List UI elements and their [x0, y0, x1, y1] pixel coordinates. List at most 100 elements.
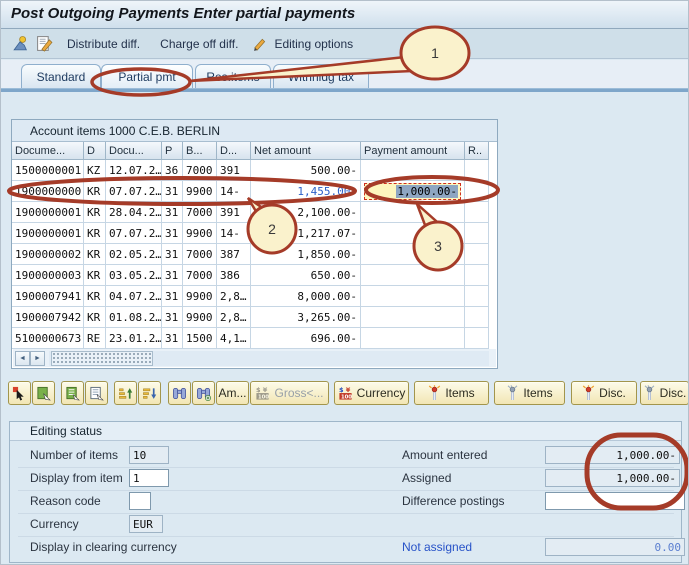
difference-postings-field[interactable]: [545, 492, 685, 510]
cell-value: 31: [165, 184, 179, 198]
table-cell: 1,000.00-: [361, 181, 465, 202]
field-label: Difference postings: [402, 494, 505, 508]
pencil-icon[interactable]: [248, 33, 270, 55]
cell-value: 696.00-: [310, 331, 357, 345]
column-header-label: Payment amount: [364, 144, 448, 157]
find-button[interactable]: [168, 381, 191, 405]
field-label: Amount entered: [402, 448, 488, 462]
column-header[interactable]: D: [84, 142, 106, 160]
tab-partial-pmt[interactable]: Partial pmt: [101, 64, 193, 88]
reason-code-field[interactable]: [129, 492, 151, 510]
table-cell: 7000: [183, 265, 217, 286]
cell-value: 31: [165, 205, 179, 219]
table-row[interactable]: 1900000001 KR 28.04.2… 31 7000 391 2,100.00-: [12, 202, 497, 223]
cell-value: KR: [87, 289, 101, 303]
tab-res-items[interactable]: Res.items: [195, 64, 271, 88]
find-icon: [172, 386, 187, 401]
currency-display-button[interactable]: $ ¥100 Currency: [334, 381, 409, 405]
table-row[interactable]: 1900000001 KR 07.07.2… 31 9900 14- 1,217.07-: [12, 223, 497, 244]
table-row[interactable]: 5100000673 RE 23.01.2… 31 1500 4,1… 696.00-: [12, 328, 497, 349]
table-cell: 3,265.00-: [251, 307, 361, 328]
select-all-button[interactable]: [61, 381, 84, 405]
match-out-icon: [506, 385, 519, 401]
scrollbar-thumb[interactable]: [51, 350, 153, 366]
cell-value: 387: [220, 247, 240, 261]
table-row[interactable]: 1900007942 KR 01.08.2… 31 9900 2,8… 3,265.00-: [12, 307, 497, 328]
activate-items-button[interactable]: Items: [414, 381, 489, 405]
table-cell: 31: [162, 223, 183, 244]
table-cell: 9900: [183, 307, 217, 328]
table-cell: KR: [84, 202, 106, 223]
account-items-header: Account items 1000 C.E.B. BERLIN: [12, 120, 497, 142]
money-icon: $ ¥100: [338, 386, 353, 401]
find-next-button[interactable]: [192, 381, 215, 405]
cell-value: 23.01.2…: [109, 331, 162, 345]
column-header[interactable]: P: [162, 142, 183, 160]
column-header[interactable]: B...: [183, 142, 217, 160]
svg-text:100: 100: [258, 394, 269, 400]
table-cell: [361, 286, 465, 307]
cell-value: 1900000000: [15, 184, 82, 198]
table-cell: 31: [162, 307, 183, 328]
column-header[interactable]: Docu...: [106, 142, 162, 160]
deselect-all-button[interactable]: [85, 381, 108, 405]
field-label: Display in clearing currency: [30, 540, 177, 554]
editing-options-button[interactable]: Editing options: [274, 36, 354, 51]
cell-value: 3,265.00-: [297, 310, 357, 324]
table-cell: 31: [162, 328, 183, 349]
tab-label: Res.items: [206, 69, 260, 84]
button-label: Gross<...: [274, 386, 324, 400]
svg-text:$: $: [339, 386, 344, 394]
cell-value: 7000: [186, 268, 213, 282]
table-cell: [361, 244, 465, 265]
table-cell: 2,100.00-: [251, 202, 361, 223]
payment-amount-input[interactable]: 1,000.00-: [364, 182, 461, 200]
distribute-diff-button[interactable]: Distribute diff.: [67, 36, 141, 51]
table-cell: 2,8…: [217, 286, 251, 307]
table-cell: 1500000001: [12, 160, 84, 181]
tab-withhldg-tax[interactable]: Withhldg tax: [273, 64, 369, 88]
match-lit-icon: [428, 385, 441, 401]
display-from-item-field[interactable]: 1: [129, 469, 169, 487]
select-item-button[interactable]: [8, 381, 31, 405]
table-row[interactable]: 1900007941 KR 04.07.2… 31 9900 2,8… 8,000.00-: [12, 286, 497, 307]
table-row[interactable]: 1900000003 KR 03.05.2… 31 7000 386 650.00-: [12, 265, 497, 286]
scroll-left-button[interactable]: ◄: [15, 350, 30, 366]
column-header[interactable]: Payment amount: [361, 142, 465, 160]
svg-text:$: $: [256, 386, 261, 394]
table-row[interactable]: 1900000002 KR 02.05.2… 31 7000 387 1,850.00-: [12, 244, 497, 265]
column-header[interactable]: Net amount: [251, 142, 361, 160]
sort-desc-icon: [142, 386, 157, 401]
table-cell: 650.00-: [251, 265, 361, 286]
button-label: Disc.: [599, 386, 626, 400]
partner-icon[interactable]: [9, 33, 31, 55]
activate-discount-button[interactable]: Disc.: [571, 381, 637, 405]
select-block-button[interactable]: [32, 381, 55, 405]
change-document-icon[interactable]: [33, 33, 55, 55]
sort-descending-button[interactable]: [138, 381, 161, 405]
column-header[interactable]: R..: [465, 142, 489, 160]
tab-label: Standard: [36, 69, 86, 84]
table-cell: KZ: [84, 160, 106, 181]
table-cell: [361, 265, 465, 286]
table-cell: 500.00-: [251, 160, 361, 181]
form-row-separator: [18, 513, 674, 537]
assigned-field: 1,000.00-: [545, 469, 680, 487]
search-amount-button[interactable]: Am...: [216, 381, 249, 405]
table-row[interactable]: 1900000000 KR 07.07.2… 31 9900 14- 1,455.00- 1,…: [12, 181, 497, 202]
deactivate-discount-button[interactable]: Disc.: [640, 381, 688, 405]
charge-off-diff-button[interactable]: Charge off diff.: [160, 36, 239, 51]
scrollbar-track[interactable]: [49, 350, 489, 366]
tab-standard[interactable]: Standard: [21, 64, 101, 88]
column-header[interactable]: Docume...: [12, 142, 84, 160]
scroll-right-button[interactable]: ►: [30, 350, 45, 366]
column-header[interactable]: D...: [217, 142, 251, 160]
table-cell: 1,455.00-: [251, 181, 361, 202]
find-next-icon: [196, 386, 211, 401]
button-label: Items: [445, 386, 475, 400]
sort-ascending-button[interactable]: [114, 381, 137, 405]
table-row[interactable]: 1500000001 KZ 12.07.2… 36 7000 391 500.00-: [12, 160, 497, 181]
table-cell: 1900000000: [12, 181, 84, 202]
table-cell: 14-: [217, 223, 251, 244]
deactivate-items-button[interactable]: Items: [494, 381, 565, 405]
